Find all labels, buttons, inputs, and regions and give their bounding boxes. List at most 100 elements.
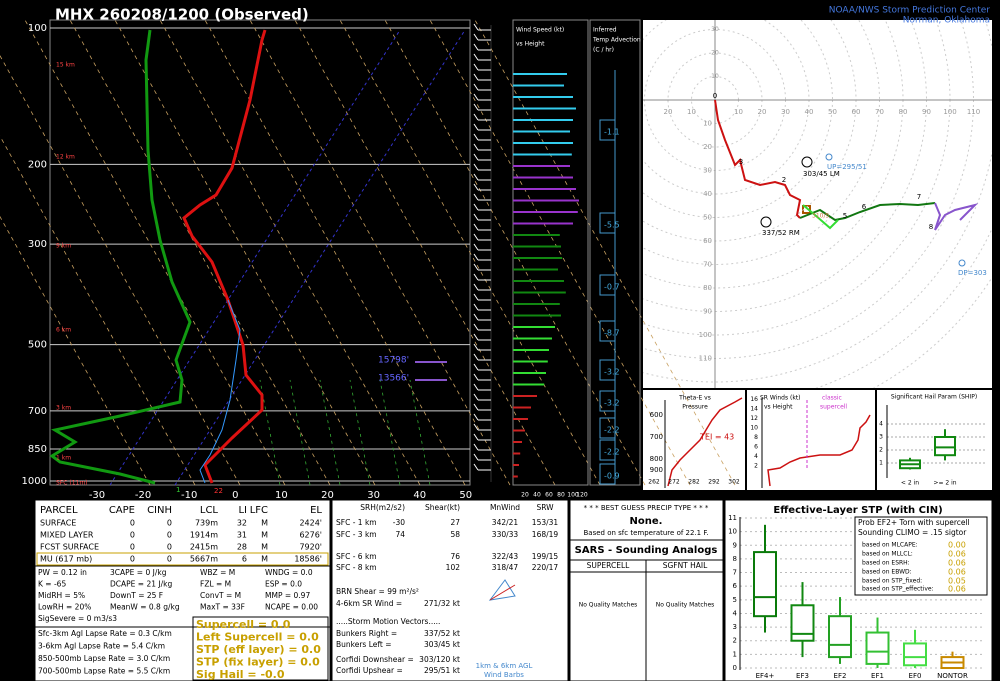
parcel-header: CAPE [109,505,135,516]
axis-label: 700 [650,433,663,441]
kin-cell: 76 [450,552,460,561]
axis-label: 600 [650,411,663,419]
parcel-cell: 0 [167,555,172,564]
stp-legend-row: based on STP_effective: [862,586,934,593]
stp-category: EF2 [834,672,847,680]
hodo-label: 10 [711,73,719,80]
wind-barb [473,53,479,61]
dry-adiabat [24,19,286,486]
advection-value: -1.1 [604,128,620,137]
stp-box [903,642,927,667]
wind-barb [473,443,479,451]
wind-barb [473,413,479,421]
kin-cell: 330/33 [492,530,519,539]
stp-tick-label: 1 [733,650,737,658]
precip-title: * * * BEST GUESS PRECIP TYPE * * * [584,504,709,512]
wind-barb [473,293,479,301]
hodo-label: 70 [703,261,712,269]
sars-column: SGFNT HAIL [663,561,708,570]
hodo-annot: 310/5 [812,213,829,220]
kin-text: 303/120 kt [419,655,460,664]
composite-param: Left Supercell = 0.0 [196,631,319,644]
hodo-label: 30 [781,108,790,116]
wind-barb [473,403,479,411]
axis-label: 12 [750,415,758,422]
stp-tick-label: 4 [733,609,738,617]
wind-speed-bar [513,268,558,271]
parcel-cell: 739m [195,519,218,528]
wind-barb [473,73,479,81]
kin-text: 303/45 kt [424,640,460,649]
wind-speed-bar [513,349,549,351]
parcel-cell: 6276' [299,531,322,540]
stp-tick-label: 0 [733,664,737,672]
wind-barb [473,33,479,41]
parcel-header: LFC [250,505,268,516]
hodograph-upper [934,202,979,231]
wind-speed-bar [513,452,521,455]
stp-legend-value: 0.06 [948,550,966,559]
index-cell: FZL = M [200,580,231,589]
axis-label: 302 [728,479,740,486]
wind-tick-label: 60 [545,492,553,499]
pressure-label: 200 [28,159,47,170]
kin-text: 271/32 kt [424,599,460,608]
hodo-label: 80 [899,108,908,116]
upshear-marker [825,153,833,161]
stp-box [790,604,815,642]
stp-legend-value: 0.05 [948,577,966,586]
panel-title: Inferred [593,27,617,34]
wind-barb [473,393,479,401]
axis-label: 292 [708,479,720,486]
hodo-label: 10 [734,108,743,116]
kin-text: Bunkers Left = [336,640,392,649]
wind-speed-bar [513,360,548,363]
wind-speed-bar [513,73,567,75]
advection-value: -2.2 [604,426,620,435]
parcel-cell: 28 [237,543,247,552]
wind-speed-bar [513,280,564,282]
wind-barb [473,123,479,131]
advection-box [599,463,616,485]
index-cell: MidRH = 5% [38,591,85,600]
stp-category: EF3 [796,672,809,680]
hodo-marker: 7 [917,193,921,201]
composite-param: STP (eff layer) = 0.0 [196,643,321,656]
index-cell: 3CAPE = 0 J/kg [110,568,167,577]
parcel-cell: 0 [130,555,135,564]
wind-barb [473,193,479,201]
axis-label: 900 [650,466,663,474]
wind-barb [473,83,479,91]
kin-cell: SFC - 1 km [336,518,377,527]
wind-barb [473,163,479,171]
hodo-marker: 5 [843,212,847,220]
tei: TEI = 43 [699,433,734,442]
kin-cell: 318/47 [492,563,519,572]
axis-label: 6 [754,444,758,451]
hodograph-0-3km [714,99,802,219]
ship-box [934,436,956,457]
sars-result: No Quality Matches [579,602,638,609]
sfc-temperature: 22 [214,487,223,495]
temp-adv-frame [589,19,641,486]
hodo-label: 80 [703,284,712,292]
index-cell: SigSevere = 0 m3/s3 [38,614,117,623]
kin-text: .....Storm Motion Vectors..... [336,617,440,626]
dewpoint-profile [49,29,192,485]
hodo-label: 40 [703,190,712,198]
wind-barb [473,173,479,181]
stp-legend-row: based on STP_fixed: [862,578,922,585]
stp-tick-label: 5 [733,596,737,604]
wind-speed-bar [513,130,570,133]
wind-speed-bar [513,372,546,374]
hodo-label: 90 [922,108,931,116]
height-label: 6 km [56,327,71,334]
kin-cell: 168/19 [532,530,559,539]
temp-label: 20 [321,490,334,501]
axis-label: 282 [688,479,700,486]
kin-text: Corfidi Upshear = [336,666,403,675]
pressure-label: 100 [28,23,47,34]
wind-barb [473,423,479,431]
panel-title: vs Height [764,404,793,411]
ship-tick-label: 1 [879,460,883,467]
